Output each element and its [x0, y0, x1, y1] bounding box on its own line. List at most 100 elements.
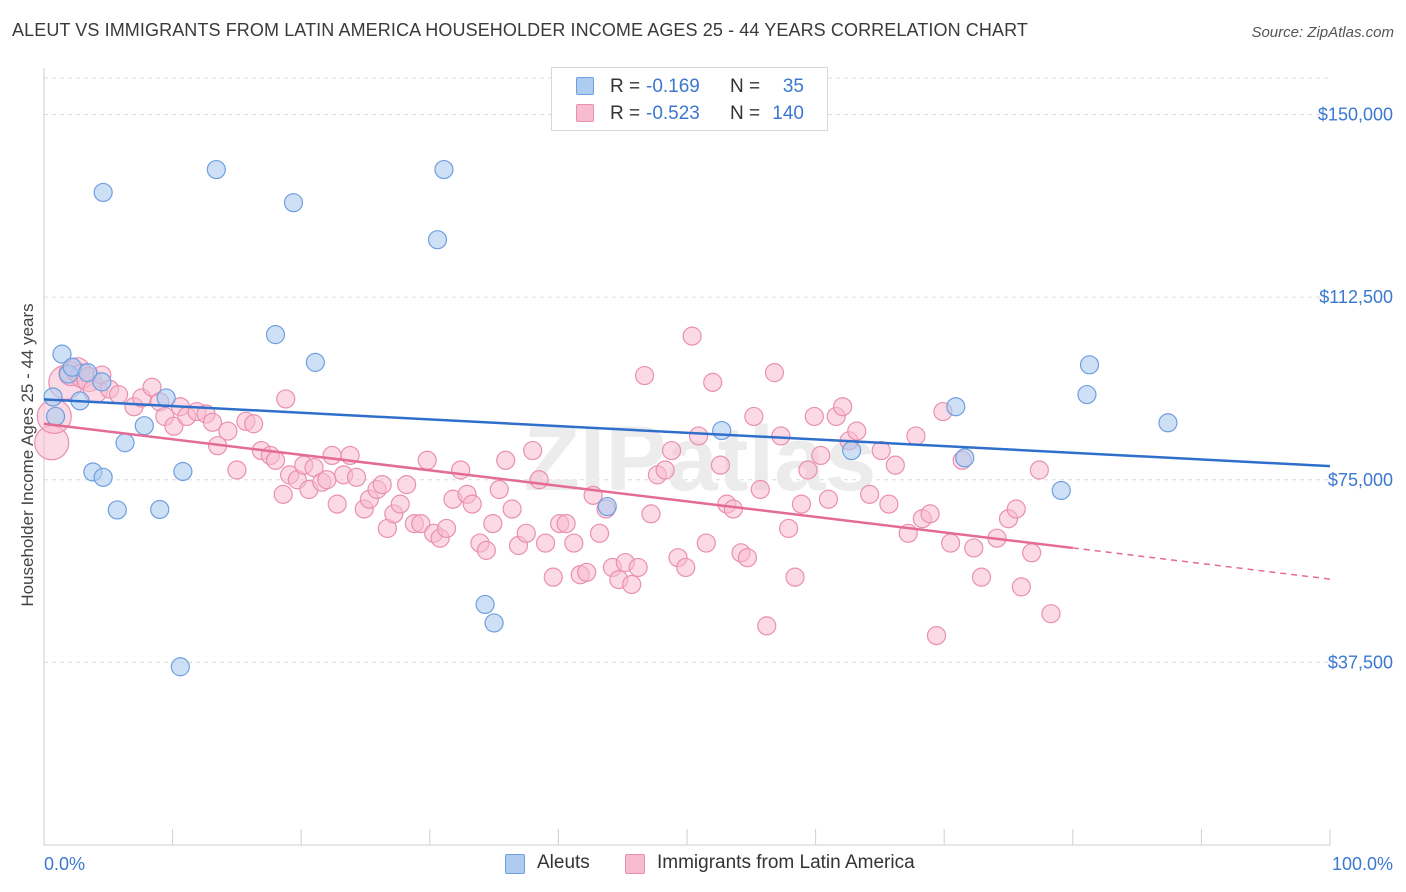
aleut-point — [946, 397, 966, 417]
aleut-swatch — [505, 854, 525, 874]
latin-america-point — [108, 384, 129, 405]
latin-america-point — [879, 494, 899, 514]
aleut-point — [597, 496, 617, 517]
latin-america-point — [346, 467, 367, 487]
aleut-points — [43, 159, 1178, 677]
latin-america-points — [34, 326, 1061, 646]
aleut-point — [170, 657, 190, 677]
latin-america-point — [833, 397, 853, 417]
aleut-point — [93, 182, 113, 203]
aleut-point — [206, 159, 226, 180]
latin-america-point — [710, 455, 731, 475]
latin-america-point — [397, 475, 417, 495]
latin-america-point — [926, 625, 947, 646]
latin-america-point — [818, 489, 839, 509]
r-label: R = — [610, 76, 641, 97]
latin-america-point — [577, 562, 597, 582]
latin-america-point — [641, 504, 661, 524]
latin-america-point — [778, 518, 799, 539]
latin-america-point — [372, 475, 392, 495]
r-value: -0.169 — [646, 76, 700, 97]
aleut-point — [1079, 355, 1100, 375]
latin-america-point — [764, 363, 785, 383]
latin-america-point — [244, 414, 264, 434]
x-tick-label: 0.0% — [44, 854, 85, 874]
latin-america-point — [964, 538, 984, 558]
latin-america-point — [798, 460, 818, 480]
latin-america-point — [496, 450, 516, 470]
y-tick-label: $150,000 — [1318, 105, 1393, 125]
aleut-point — [283, 193, 304, 213]
latin-america-point — [906, 426, 926, 446]
latin-america-point — [785, 567, 805, 587]
latin-america-point — [1029, 460, 1049, 480]
legend-label: Immigrants from Latin America — [657, 852, 915, 873]
aleut-point — [115, 433, 135, 453]
aleut-point — [484, 613, 504, 633]
latin-america-point — [227, 460, 247, 480]
latin-america-point — [589, 523, 610, 543]
latin-america-point — [737, 548, 758, 568]
latin-america-trend-line — [43, 422, 1073, 550]
latin-america-point — [847, 421, 867, 441]
latin-america-point — [634, 365, 655, 386]
r-label: R = — [610, 103, 641, 124]
latin-america-point — [411, 513, 431, 534]
latin-america-trend-extension — [1072, 547, 1331, 580]
latin-america-point — [703, 372, 723, 392]
y-tick-label: $112,500 — [1319, 287, 1393, 307]
aleut-point — [1077, 384, 1097, 405]
aleut-point — [173, 461, 193, 482]
latin-america-point — [502, 499, 522, 519]
latin-america-point — [750, 479, 770, 500]
aleut-point — [305, 352, 325, 372]
latin-america-point — [757, 616, 777, 636]
latin-america-point — [390, 494, 410, 514]
chart-title: ALEUT VS IMMIGRANTS FROM LATIN AMERICA H… — [12, 20, 1028, 40]
aleut-point — [92, 372, 112, 392]
latin-america-point — [523, 440, 543, 461]
latin-america-point — [682, 326, 702, 346]
latin-america-point — [322, 445, 342, 466]
latin-america-point — [804, 406, 824, 427]
latin-america-point — [451, 460, 471, 480]
latin-america-point — [661, 440, 682, 461]
latin-america-point — [723, 499, 743, 519]
aleut-point — [434, 159, 454, 180]
latin-america-point — [971, 567, 992, 587]
latin-america-point — [860, 484, 880, 504]
aleut-point — [43, 387, 63, 407]
latin-america-point — [489, 479, 509, 500]
latin-america-point — [476, 540, 496, 560]
latin-america-point — [556, 513, 576, 534]
latin-america-point — [1041, 604, 1061, 624]
aleut-point — [1051, 480, 1071, 501]
legend-label: Aleuts — [537, 852, 590, 873]
latin-america-point — [885, 455, 905, 475]
aleut-point — [842, 440, 862, 461]
latin-america-point — [543, 567, 563, 587]
latin-america-point — [791, 494, 812, 514]
n-label: N = — [730, 76, 761, 97]
aleut-point — [45, 406, 66, 427]
aleut-point — [1158, 413, 1178, 433]
aleut-trend-line — [43, 398, 1331, 468]
latin-america-point — [1011, 577, 1031, 597]
latin-america-point — [535, 533, 556, 553]
latin-america-point — [276, 389, 296, 409]
aleut-swatch — [576, 77, 594, 95]
latin-america-swatch — [576, 104, 594, 122]
source-credit: Source: ZipAtlas.com — [1251, 24, 1394, 41]
latin-america-point — [164, 416, 184, 436]
latin-america-point — [771, 426, 791, 446]
latin-america-point — [462, 494, 482, 514]
y-tick-label: $37,500 — [1328, 652, 1393, 672]
latin-america-point — [529, 470, 549, 490]
latin-america-point — [564, 533, 584, 553]
latin-america-point — [696, 533, 716, 553]
n-label: N = — [730, 103, 761, 124]
latin-america-point — [871, 440, 891, 461]
aleut-point — [427, 230, 448, 250]
r-value: -0.523 — [646, 103, 700, 124]
